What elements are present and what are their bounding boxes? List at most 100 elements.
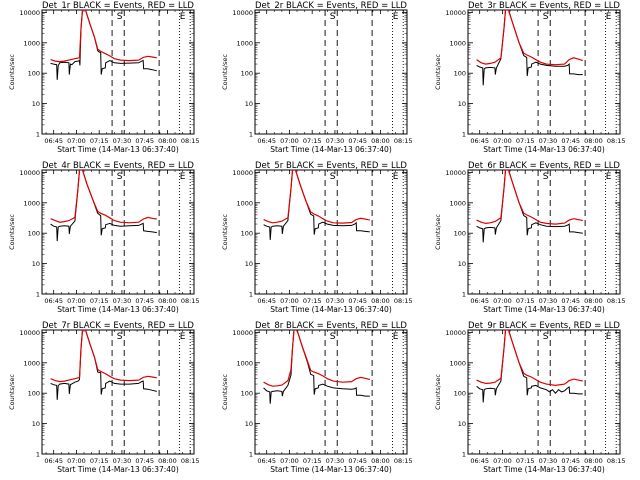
y-tick-label: 1 — [36, 291, 40, 299]
x-tick-label: 07:30 — [113, 457, 132, 465]
y-tick-label: 10000 — [445, 329, 466, 337]
x-tick-label: 07:15 — [303, 297, 322, 305]
plot-frame — [41, 329, 195, 455]
x-tick-label: 07:30 — [326, 297, 345, 305]
x-tick-label: 08:15 — [394, 457, 413, 465]
x-axis-label: Start Time (14-Mar-13 06:37:40) — [270, 465, 392, 474]
marker-e: E — [180, 12, 186, 22]
x-tick-label: 06:45 — [470, 297, 489, 305]
x-tick-label: 07:45 — [348, 457, 367, 465]
x-tick-label: 07:30 — [539, 297, 558, 305]
x-tick-label: 08:15 — [607, 297, 626, 305]
x-tick-label: 08:15 — [181, 137, 200, 145]
y-tick-label: 1 — [36, 451, 40, 459]
plot-area — [476, 170, 617, 294]
series-lld-line — [263, 330, 370, 387]
panel-title: Det_3r BLACK = Events, RED = LLD — [468, 1, 620, 11]
x-tick-label: 06:45 — [44, 137, 63, 145]
series-lld-line — [476, 330, 583, 387]
y-tick-label: 10000 — [19, 169, 40, 177]
x-tick-label: 07:00 — [493, 457, 512, 465]
plot-area — [50, 170, 191, 294]
panel-title: Det_6r BLACK = Events, RED = LLD — [468, 161, 620, 171]
y-tick-label: 1000 — [23, 359, 40, 367]
x-tick-label: 08:00 — [584, 297, 603, 305]
marker-e: E — [606, 172, 612, 182]
marker-e: E — [606, 12, 612, 22]
x-tick-label: 07:45 — [135, 457, 154, 465]
plot-area — [263, 170, 404, 294]
y-tick-label: 1 — [462, 291, 466, 299]
plot-area — [50, 330, 191, 454]
x-tick-label: 08:00 — [371, 297, 390, 305]
y-tick-label: 1 — [249, 131, 253, 139]
y-tick-label: 1000 — [23, 39, 40, 47]
y-axis-label: Counts/sec — [8, 374, 16, 410]
x-tick-label: 07:00 — [67, 297, 86, 305]
x-tick-label: 07:45 — [348, 137, 367, 145]
y-tick-label: 10 — [245, 420, 253, 428]
marker-e: E — [393, 332, 399, 342]
marker-s: S — [330, 12, 336, 22]
panel-title: Det_8r BLACK = Events, RED = LLD — [255, 321, 407, 331]
x-tick-label: 07:30 — [539, 137, 558, 145]
marker-s: S — [117, 332, 123, 342]
marker-s: S — [543, 332, 549, 342]
marker-e: E — [606, 332, 612, 342]
x-tick-label: 07:30 — [326, 137, 345, 145]
plot-frame — [467, 169, 621, 295]
plot-area — [50, 10, 191, 134]
plot-area — [263, 330, 404, 454]
marker-s: S — [543, 172, 549, 182]
x-tick-label: 07:45 — [561, 137, 580, 145]
y-tick-label: 100 — [241, 70, 253, 78]
x-axis-label: Start Time (14-Mar-13 06:37:40) — [483, 465, 605, 474]
x-tick-label: 08:15 — [181, 457, 200, 465]
y-tick-label: 10000 — [232, 329, 253, 337]
x-tick-label: 07:45 — [348, 297, 367, 305]
series-lld-line — [50, 330, 157, 383]
plot-frame — [254, 329, 408, 455]
series-events-line — [263, 330, 370, 404]
plot-area — [476, 330, 617, 454]
panel-title: Det_5r BLACK = Events, RED = LLD — [255, 161, 407, 171]
x-tick-label: 07:00 — [493, 297, 512, 305]
marker-s: S — [117, 172, 123, 182]
y-tick-label: 10000 — [445, 9, 466, 17]
y-tick-label: 1 — [249, 451, 253, 459]
panel-title: Det_1r BLACK = Events, RED = LLD — [42, 1, 194, 11]
y-tick-label: 10000 — [445, 169, 466, 177]
plot-frame — [41, 169, 195, 295]
x-tick-label: 06:45 — [257, 297, 276, 305]
x-axis-label: Start Time (14-Mar-13 06:37:40) — [270, 145, 392, 154]
y-tick-label: 1000 — [236, 39, 253, 47]
x-tick-label: 07:45 — [561, 457, 580, 465]
series-events-line — [476, 10, 583, 86]
series-events-line — [476, 330, 583, 403]
x-axis-label: Start Time (14-Mar-13 06:37:40) — [57, 465, 179, 474]
y-tick-label: 1000 — [449, 199, 466, 207]
y-tick-label: 1000 — [449, 39, 466, 47]
y-tick-label: 100 — [241, 230, 253, 238]
x-tick-label: 08:15 — [607, 457, 626, 465]
y-tick-label: 1000 — [236, 359, 253, 367]
y-tick-label: 1 — [36, 131, 40, 139]
series-lld-line — [263, 170, 370, 224]
y-tick-label: 10 — [32, 100, 40, 108]
x-tick-label: 08:00 — [584, 137, 603, 145]
plot-frame — [254, 169, 408, 295]
x-tick-label: 07:45 — [561, 297, 580, 305]
y-tick-label: 10000 — [19, 329, 40, 337]
marker-e: E — [393, 12, 399, 22]
x-tick-label: 07:00 — [67, 457, 86, 465]
x-tick-label: 07:00 — [493, 137, 512, 145]
y-tick-label: 1000 — [23, 199, 40, 207]
marker-s: S — [330, 172, 336, 182]
x-tick-label: 07:00 — [280, 457, 299, 465]
